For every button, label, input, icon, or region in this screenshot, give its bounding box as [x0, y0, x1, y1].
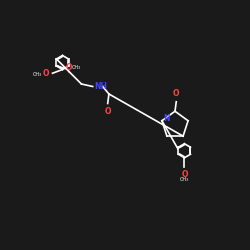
Text: NH: NH — [94, 82, 107, 91]
Text: O: O — [181, 170, 188, 179]
Text: CH₃: CH₃ — [72, 65, 81, 70]
Text: O: O — [42, 70, 49, 78]
Text: CH₃: CH₃ — [33, 72, 42, 78]
Text: O: O — [66, 64, 72, 72]
Text: O: O — [104, 106, 111, 116]
Text: N: N — [163, 114, 170, 123]
Text: O: O — [173, 89, 180, 98]
Text: CH₃: CH₃ — [180, 176, 189, 182]
